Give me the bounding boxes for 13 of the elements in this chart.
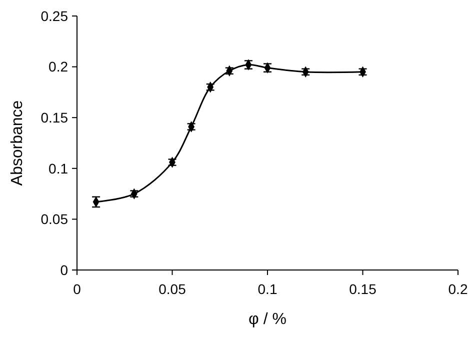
y-tick-label: 0.25 (40, 8, 68, 24)
x-tick-label: 0.05 (158, 281, 186, 297)
x-tick-label: 0.15 (349, 281, 377, 297)
x-tick-label: 0 (73, 281, 82, 297)
y-tick-label: 0.2 (48, 58, 68, 75)
y-axis-title: Absorbance (9, 100, 26, 186)
x-tick-label: 0.2 (448, 281, 468, 297)
y-tick-label: 0.1 (48, 160, 68, 176)
x-tick-label: 0.1 (258, 281, 278, 297)
y-tick-label: 0.05 (40, 211, 68, 228)
x-axis-title: φ / % (248, 311, 286, 328)
y-tick-label: 0 (60, 262, 68, 278)
y-tick-label: 0.15 (40, 110, 68, 126)
